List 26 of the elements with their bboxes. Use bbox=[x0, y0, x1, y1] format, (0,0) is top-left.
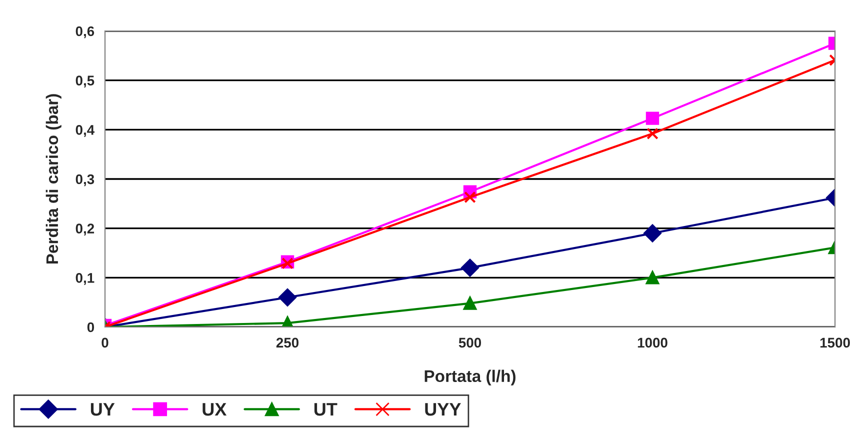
x-tick-label: 250 bbox=[276, 338, 299, 348]
point bbox=[644, 224, 662, 242]
y-tick-label: 0,3 bbox=[76, 174, 94, 186]
x-axis-title: Portata (l/h) bbox=[424, 370, 516, 386]
y-tick-label: 0 bbox=[87, 322, 94, 332]
point bbox=[278, 288, 296, 306]
point bbox=[464, 191, 476, 204]
legend-label: UY bbox=[90, 403, 115, 416]
point bbox=[646, 128, 658, 140]
x-tick-label: 0 bbox=[102, 338, 108, 348]
y-tick-label: 0,4 bbox=[76, 125, 95, 137]
point bbox=[646, 271, 660, 284]
x-tick-label: 500 bbox=[458, 338, 482, 348]
point bbox=[646, 112, 660, 125]
y-axis-title: Perdita di carico (bar) bbox=[46, 94, 62, 264]
legend-label: UT bbox=[314, 403, 338, 416]
legend-label: UX bbox=[202, 403, 227, 416]
y-tick-label: 0,5 bbox=[76, 76, 94, 88]
point bbox=[463, 296, 477, 310]
y-tick-label: 0,1 bbox=[76, 273, 94, 285]
legend-label: UYY bbox=[425, 403, 461, 416]
x-tick-label: 1000 bbox=[638, 338, 668, 348]
y-tick-label: 0,2 bbox=[76, 224, 94, 236]
y-tick-label: 0,6 bbox=[76, 26, 94, 38]
x-tick-label: 1500 bbox=[820, 338, 850, 348]
point bbox=[461, 258, 479, 277]
